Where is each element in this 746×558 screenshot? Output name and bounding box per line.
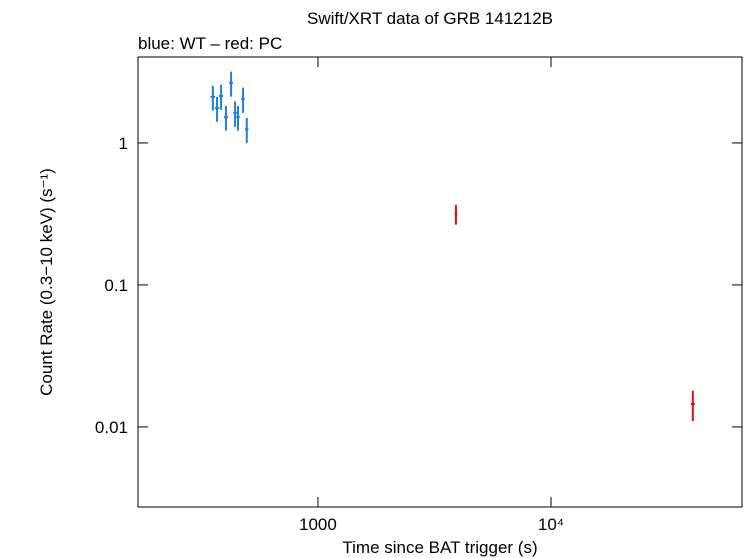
data-point bbox=[245, 127, 249, 131]
data-point bbox=[233, 111, 237, 115]
y-axis-label: Count Rate (0.3−10 keV) (s⁻¹) bbox=[37, 168, 56, 396]
chart-subtitle: blue: WT – red: PC bbox=[138, 34, 282, 53]
data-point bbox=[211, 95, 215, 99]
data-point bbox=[691, 402, 695, 406]
data-point bbox=[236, 115, 240, 119]
chart-title: Swift/XRT data of GRB 141212B bbox=[307, 9, 553, 28]
data-point bbox=[229, 81, 233, 85]
y-tick-label: 0.01 bbox=[95, 418, 128, 437]
data-point bbox=[219, 94, 223, 98]
x-tick-label: 1000 bbox=[299, 515, 337, 534]
x-tick-label: 10⁴ bbox=[538, 515, 564, 534]
plot-frame bbox=[137, 56, 743, 508]
y-tick-label: 1 bbox=[119, 134, 128, 153]
y-tick-label: 0.1 bbox=[104, 276, 128, 295]
x-axis-label: Time since BAT trigger (s) bbox=[342, 538, 537, 557]
data-point bbox=[224, 115, 228, 119]
data-point bbox=[215, 106, 219, 110]
data-point bbox=[241, 97, 245, 101]
data-point bbox=[454, 212, 458, 216]
